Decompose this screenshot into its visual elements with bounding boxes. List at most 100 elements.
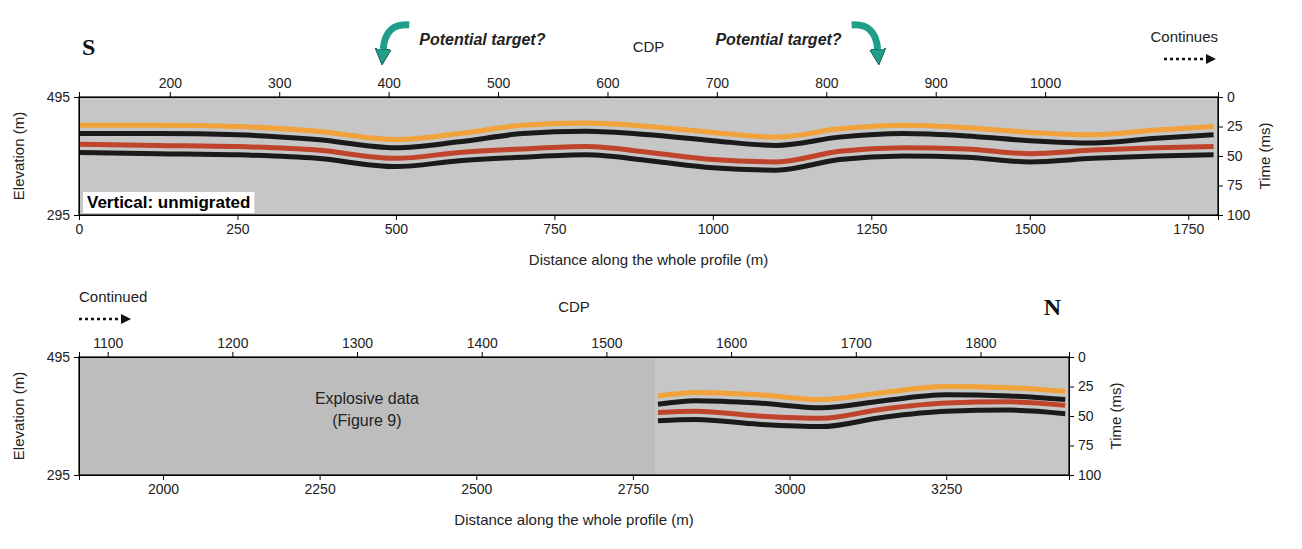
tick-label: 1000 <box>698 221 729 237</box>
axis-line <box>80 216 1219 221</box>
target-label: Potential target? <box>715 31 841 48</box>
tick-label: 75 <box>1227 177 1243 193</box>
tick: 3250 <box>931 475 962 497</box>
tick-mark <box>482 352 483 357</box>
tick: 1500 <box>1015 215 1046 237</box>
tick-label: 0 <box>76 221 84 237</box>
tick: 0 <box>1069 349 1086 365</box>
tick-label: 700 <box>706 75 730 91</box>
axis: 0255075100 <box>1218 89 1251 223</box>
axis: 0255075100 <box>1069 349 1102 483</box>
target-label: Potential target? <box>419 31 545 48</box>
x2-axis-title: CDP <box>633 38 665 55</box>
tick: 2000 <box>148 475 179 497</box>
tick-mark <box>1218 215 1223 216</box>
tick-label: 800 <box>815 75 839 91</box>
tick: 400 <box>377 75 401 97</box>
tick: 495 <box>47 89 79 105</box>
profile-end-label: S <box>82 34 95 60</box>
tick-mark <box>1218 156 1223 157</box>
tick-label: 50 <box>1078 408 1094 424</box>
tick-label: 495 <box>47 349 71 365</box>
plot-frame <box>79 357 1069 475</box>
tick: 750 <box>543 215 567 237</box>
tick-label: 2250 <box>305 481 336 497</box>
plot-frame <box>79 97 1218 215</box>
tick-label: 295 <box>47 207 71 223</box>
tick: 25 <box>1218 118 1243 134</box>
plot-background <box>79 97 1218 215</box>
tick: 295 <box>47 467 79 483</box>
tick: 250 <box>226 215 250 237</box>
tick: 1250 <box>856 215 887 237</box>
axis-line <box>80 92 1219 98</box>
axis-line <box>1219 98 1224 216</box>
tick: 2250 <box>305 475 336 497</box>
tick-mark <box>1069 475 1074 476</box>
tick-label: 3000 <box>774 481 805 497</box>
tick-label: 1300 <box>342 335 373 351</box>
tick: 25 <box>1069 378 1094 394</box>
tick: 495 <box>47 349 79 365</box>
axis: 2003004005006007008009001000 <box>80 75 1219 98</box>
tick-label: 25 <box>1078 378 1094 394</box>
tick-label: 900 <box>925 75 949 91</box>
tick-mark <box>856 352 857 357</box>
tick: 295 <box>47 207 79 223</box>
tick-label: 100 <box>1227 207 1251 223</box>
panel: Explosive data(Figure 9)2000225025002750… <box>10 288 1124 528</box>
tick-label: 1000 <box>1030 75 1061 91</box>
tick-mark <box>871 215 872 220</box>
note-label: Vertical: unmigrated <box>87 193 250 212</box>
tick-mark <box>1218 97 1223 98</box>
tick: 1500 <box>591 335 622 357</box>
tick-mark <box>554 215 555 220</box>
axis: 200022502500275030003250 <box>80 475 1070 497</box>
tick-mark <box>826 92 827 97</box>
tick: 200 <box>159 75 183 97</box>
tick-label: 50 <box>1227 148 1243 164</box>
tick: 1200 <box>217 335 248 357</box>
reflector-line <box>658 410 1065 427</box>
tick: 1100 <box>93 335 123 357</box>
target-arrow <box>383 25 409 49</box>
tick-label: 2750 <box>618 481 649 497</box>
axis-line <box>74 358 80 476</box>
tick: 900 <box>925 75 949 97</box>
tick: 1300 <box>342 335 373 357</box>
y-axis-title: Elevation (m) <box>10 372 27 460</box>
tick-label: 250 <box>226 221 250 237</box>
tick-mark <box>731 352 732 357</box>
tick-mark <box>1069 387 1074 388</box>
tick-label: 500 <box>385 221 409 237</box>
y2-axis-title: Time (ms) <box>1107 383 1124 450</box>
tick-label: 1500 <box>1015 221 1046 237</box>
axis-line <box>1070 358 1075 476</box>
tick-mark <box>1069 357 1074 358</box>
tick: 800 <box>815 75 839 97</box>
tick-mark <box>936 92 937 97</box>
tick-mark <box>74 357 79 358</box>
tick-mark <box>1069 416 1074 417</box>
tick: 100 <box>1069 467 1102 483</box>
tick-mark <box>74 97 79 98</box>
tick-mark <box>980 352 981 357</box>
tick-label: 600 <box>596 75 620 91</box>
y-axis-title: Elevation (m) <box>10 112 27 200</box>
continue-label: Continues <box>1150 28 1218 45</box>
tick-mark <box>74 215 79 216</box>
tick-mark <box>607 92 608 97</box>
tick-mark <box>1188 215 1189 220</box>
tick-label: 750 <box>543 221 567 237</box>
tick-mark <box>790 475 791 480</box>
x2-axis-title: CDP <box>558 298 590 315</box>
tick-mark <box>1030 215 1031 220</box>
tick: 75 <box>1218 177 1243 193</box>
tick: 1750 <box>1173 215 1204 237</box>
target-arrow <box>852 25 878 49</box>
tick: 500 <box>385 215 409 237</box>
tick-mark <box>1069 446 1074 447</box>
tick-mark <box>232 352 233 357</box>
plot-marks <box>79 357 1065 475</box>
tick: 1000 <box>1030 75 1061 97</box>
